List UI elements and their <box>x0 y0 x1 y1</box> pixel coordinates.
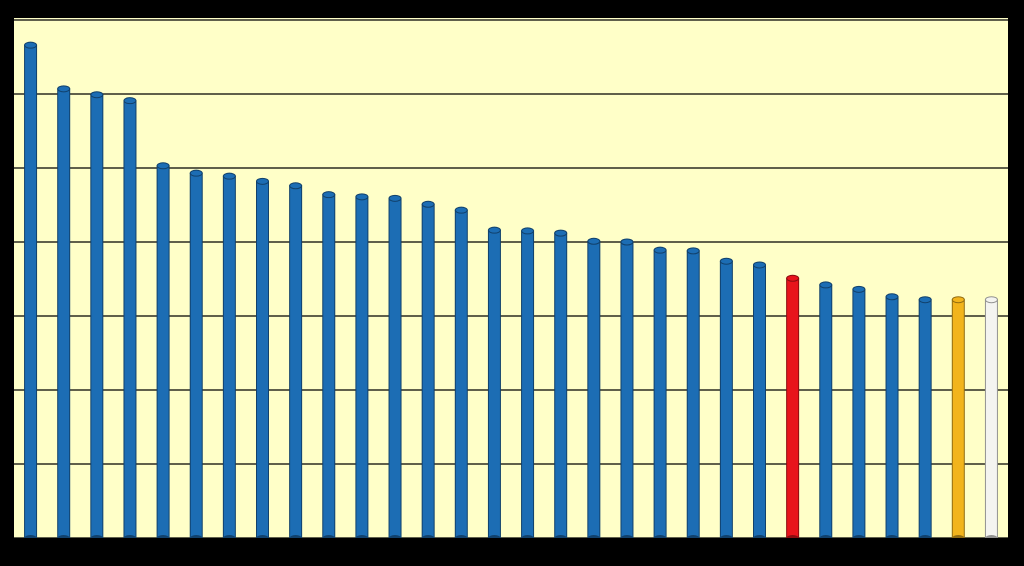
bar-cap <box>786 274 800 282</box>
bar-cap <box>454 206 468 214</box>
bar <box>984 299 998 539</box>
bar-cap <box>487 226 501 234</box>
bar-cap <box>189 169 203 177</box>
bar-cap <box>256 177 269 185</box>
bar <box>686 250 700 539</box>
bar-cap <box>587 237 601 245</box>
bar-cap <box>90 91 104 99</box>
bar-cap <box>753 261 766 269</box>
bar-cap <box>885 293 899 301</box>
bar-cap <box>388 194 402 202</box>
bar-cap <box>222 172 236 180</box>
plot-area <box>14 18 1008 540</box>
bar-cap <box>421 200 435 208</box>
bar <box>885 296 899 539</box>
bar-cap <box>918 296 932 304</box>
bar-cap <box>554 229 568 237</box>
bar <box>123 100 137 539</box>
bar <box>156 165 170 539</box>
bar <box>951 299 965 539</box>
bar-cap <box>355 193 369 201</box>
bar-cap <box>289 182 303 190</box>
bar <box>554 232 568 539</box>
bar <box>786 277 800 539</box>
bar-cap <box>322 191 336 199</box>
bar <box>421 203 435 539</box>
bar <box>487 229 501 539</box>
bar <box>819 284 833 539</box>
bar-cap <box>620 238 634 246</box>
bar <box>454 209 468 539</box>
bar <box>918 299 932 539</box>
bar <box>753 264 766 539</box>
bar-cap <box>521 227 535 235</box>
bar-cap <box>984 296 998 304</box>
bar <box>620 241 634 539</box>
bar-cap <box>123 97 137 105</box>
bar <box>719 260 733 539</box>
bar-cap <box>819 281 833 289</box>
bar <box>90 94 104 539</box>
bar-cap <box>686 247 700 255</box>
bar <box>222 175 236 539</box>
bar <box>521 230 535 539</box>
bar-cap <box>653 246 667 254</box>
bar <box>587 240 601 539</box>
bar-cap <box>852 285 866 293</box>
bar-cap <box>156 162 170 170</box>
bar-cap <box>719 257 733 265</box>
bar <box>355 196 369 539</box>
bar-cap <box>951 296 965 304</box>
bar-cap <box>57 85 71 93</box>
bar <box>322 194 336 539</box>
bar <box>57 88 71 539</box>
bar <box>852 288 866 539</box>
bar-cap <box>24 41 38 49</box>
bar <box>256 180 269 539</box>
bar <box>189 172 203 539</box>
bar <box>289 185 303 539</box>
bar <box>388 197 402 539</box>
bar <box>653 249 667 539</box>
bar <box>24 44 38 539</box>
floor <box>14 538 1008 546</box>
